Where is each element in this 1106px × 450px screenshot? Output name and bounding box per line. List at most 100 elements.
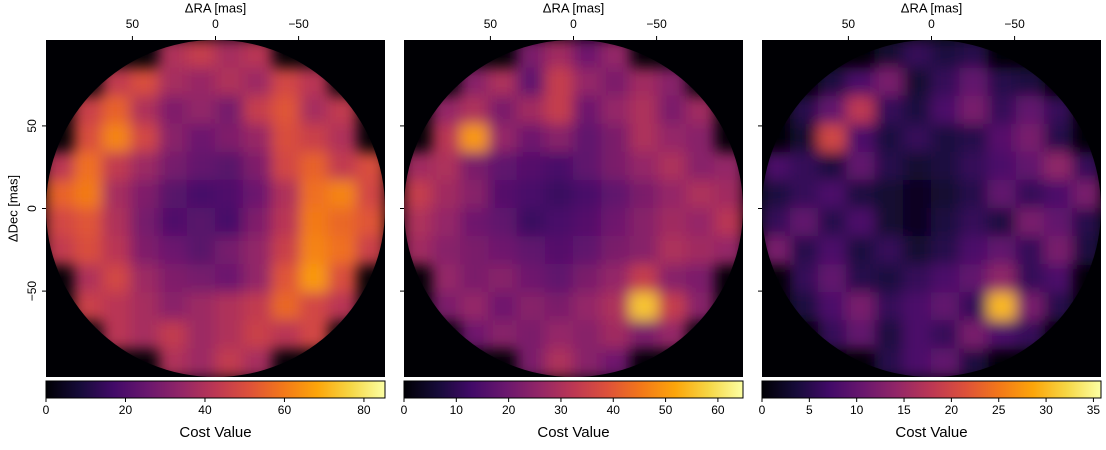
heatmap-cell — [130, 264, 160, 294]
heatmap-cell — [186, 236, 216, 266]
heatmap-cell — [186, 95, 216, 125]
heatmap-cell — [130, 208, 160, 238]
heatmap-cell — [874, 123, 904, 153]
heatmap-cell — [629, 179, 659, 209]
heatmap-cell — [874, 95, 904, 125]
heatmap-cell — [874, 151, 904, 181]
heatmap-cell — [328, 123, 358, 153]
heatmap-cell — [931, 208, 961, 238]
heatmap-cell — [959, 123, 989, 153]
heatmap-cell — [902, 67, 932, 97]
heatmap-cell — [158, 208, 188, 238]
heatmap-cell — [959, 208, 989, 238]
colorbar-tick-label: 60 — [278, 403, 292, 417]
heatmap-cell — [601, 123, 631, 153]
heatmap-cell — [516, 320, 546, 350]
colorbar-label: Cost Value — [895, 424, 967, 441]
heatmap-cell — [657, 179, 687, 209]
heatmap-cell — [931, 320, 961, 350]
heatmap-cell — [356, 208, 385, 238]
colorbar-tick-label: 0 — [759, 403, 766, 417]
heatmap-cell — [431, 208, 461, 238]
heatmap-cell — [573, 40, 603, 69]
heatmap-cell — [1015, 208, 1045, 238]
heatmap-cell — [874, 320, 904, 350]
heatmap-cell — [158, 151, 188, 181]
heatmap-cell — [215, 264, 245, 294]
heatmap-cell — [1015, 179, 1045, 209]
heatmap-cell — [544, 123, 574, 153]
heatmap-cell — [1072, 179, 1101, 209]
heatmap-cell — [789, 264, 819, 294]
heatmap-cell — [102, 236, 132, 266]
heatmap-cell — [686, 179, 716, 209]
heatmap-cell — [243, 264, 273, 294]
heatmap-cell — [102, 208, 132, 238]
heatmap-cell — [73, 151, 103, 181]
heatmap-cell — [846, 95, 876, 125]
heatmap-cell — [130, 151, 160, 181]
heatmap-cell — [544, 151, 574, 181]
heatmap-cell — [931, 123, 961, 153]
heatmap-cell — [544, 292, 574, 322]
heatmap-cell — [328, 151, 358, 181]
heatmap-cell — [1015, 95, 1045, 125]
heatmap-cell — [959, 264, 989, 294]
heatmap-cell — [789, 236, 819, 266]
heatmap-cell — [271, 320, 301, 350]
heatmap-cell — [299, 208, 329, 238]
heatmap-cell — [846, 292, 876, 322]
heatmap-cell — [158, 320, 188, 350]
colorbar-tick-label: 10 — [850, 403, 864, 417]
heatmap-cell — [488, 67, 518, 97]
panel: ΔRA [mas] 50 0 −50 50 0 −50 ΔDec [mas] 0 20 40 60 80… — [5, 0, 386, 441]
heatmap-cell — [544, 264, 574, 294]
heatmap-cell — [215, 67, 245, 97]
heatmap-cell — [714, 179, 743, 209]
heatmap-cell — [959, 320, 989, 350]
panel: ΔRA [mas] 50 0 −50 0 5 10 15 20 25 30 35 Cost Value — [758, 0, 1102, 441]
heatmap-cell — [931, 151, 961, 181]
heatmap-cell — [271, 236, 301, 266]
heatmap-cell — [686, 264, 716, 294]
heatmap-cell — [874, 67, 904, 97]
colorbar-tick-label: 50 — [659, 403, 673, 417]
heatmap-cell — [818, 292, 848, 322]
heatmap-cell — [601, 179, 631, 209]
heatmap-cell — [931, 95, 961, 125]
heatmap-cell — [1044, 208, 1074, 238]
heatmap-cell — [818, 95, 848, 125]
heatmap-cell — [1015, 123, 1045, 153]
heatmap-cell — [686, 151, 716, 181]
heatmap-cell — [215, 40, 245, 69]
heatmap-cell — [931, 40, 961, 69]
heatmap-cell — [516, 264, 546, 294]
heatmap-cell — [686, 236, 716, 266]
heatmap-cell — [243, 95, 273, 125]
heatmap-cell — [601, 151, 631, 181]
heatmap-cell — [874, 236, 904, 266]
heatmap-cell — [73, 264, 103, 294]
heatmap-cell — [488, 179, 518, 209]
heatmap-cell — [959, 151, 989, 181]
heatmap-cell — [544, 95, 574, 125]
heatmap-cell — [215, 292, 245, 322]
heatmap-cell — [460, 236, 490, 266]
heatmap-cell — [601, 208, 631, 238]
heatmap-cell — [215, 208, 245, 238]
x-tick-label: 0 — [570, 17, 577, 31]
heatmap-cell — [488, 123, 518, 153]
y-tick-label: 50 — [25, 119, 39, 133]
heatmap-cell — [1015, 264, 1045, 294]
heatmap-cell — [186, 67, 216, 97]
heatmap-cell — [629, 123, 659, 153]
heatmap-cell — [102, 292, 132, 322]
heatmap-cell — [657, 264, 687, 294]
heatmap-cell — [874, 292, 904, 322]
heatmap-cell — [987, 292, 1017, 322]
heatmap-cell — [714, 208, 743, 238]
heatmap-cell — [544, 208, 574, 238]
heatmap-cell — [130, 179, 160, 209]
heatmap-cell — [243, 179, 273, 209]
colorbar-tick-label: 60 — [711, 403, 725, 417]
